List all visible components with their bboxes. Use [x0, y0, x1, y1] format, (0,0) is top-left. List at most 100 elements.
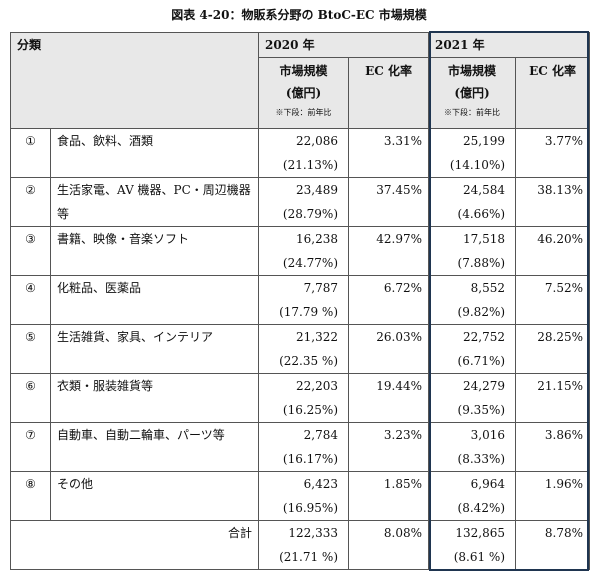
row-name: 生活家電、AV 機器、PC・周辺機器等 — [49, 177, 260, 227]
row-name: 食品、飲料、酒類 — [49, 128, 260, 178]
growth-value: (22.35 %) — [279, 354, 339, 368]
market-cell: 23,489 (28.79%) — [258, 177, 350, 227]
data-row: ④ 化粧品、医薬品 7,787 (17.79 %) 6.72% 8,552 (9.82%) 7… — [10, 275, 591, 325]
market-value: 24,584 — [463, 183, 506, 197]
ec-rate: 26.03% — [348, 324, 430, 374]
growth-value: (14.10%) — [449, 158, 506, 172]
growth-value: (8.33%) — [457, 452, 506, 466]
ec-label: EC 化率 — [529, 64, 576, 78]
market-cell: 3,016 (8.33%) — [428, 422, 517, 472]
note-label: ※下段：前年比 — [275, 108, 332, 117]
ec-rate: 7.52% — [515, 275, 591, 325]
market-value: 17,518 — [463, 232, 506, 246]
growth-value: (7.88%) — [457, 256, 506, 270]
market-cell: 6,964 (8.42%) — [428, 471, 517, 521]
market-label: 市場規模 — [448, 64, 497, 78]
row-number: ③ — [10, 226, 51, 276]
growth-value: (9.82%) — [457, 305, 506, 319]
growth-value: (28.79%) — [282, 207, 339, 221]
market-value: 25,199 — [463, 134, 506, 148]
ec-rate: 1.85% — [348, 471, 430, 521]
market-cell: 22,203 (16.25%) — [258, 373, 350, 423]
market-header: 市場規模 (億円) ※下段：前年比 — [258, 57, 350, 129]
market-value: 122,333 — [288, 526, 339, 540]
growth-value: (4.66%) — [457, 207, 506, 221]
row-number: ⑤ — [10, 324, 51, 374]
market-label: 市場規模 — [279, 64, 328, 78]
growth-value: (9.35%) — [457, 403, 506, 417]
row-name: 生活雑貨、家具、インテリア — [49, 324, 260, 374]
ec-rate: 8.78% — [515, 520, 591, 570]
unit-label: (億円) — [285, 86, 322, 100]
data-row: ⑤ 生活雑貨、家具、インテリア 21,322 (22.35 %) 26.03% 22,75… — [10, 324, 591, 374]
row-name: その他 — [49, 471, 260, 521]
market-cell: 22,086 (21.13%) — [258, 128, 350, 178]
growth-value: (24.77%) — [282, 256, 339, 270]
row-name: 化粧品、医薬品 — [49, 275, 260, 325]
market-cell: 24,279 (9.35%) — [428, 373, 517, 423]
market-value: 22,203 — [296, 379, 339, 393]
data-row: ⑧ その他 6,423 (16.95%) 1.85% 6,964 (8.42%) 1.96% — [10, 471, 591, 521]
growth-value: (16.25%) — [282, 403, 339, 417]
row-number: ⑥ — [10, 373, 51, 423]
ec-rate: 37.45% — [348, 177, 430, 227]
market-cell: 21,322 (22.35 %) — [258, 324, 350, 374]
total-row: 合計 122,333 (21.71 %) 8.08% 132,865 (8.61 %) 8.… — [9, 520, 591, 570]
total-label: 合計 — [9, 520, 260, 570]
ec-rate: 3.77% — [515, 128, 591, 178]
ec-rate: 42.97% — [348, 226, 430, 276]
market-value: 6,423 — [303, 477, 339, 491]
market-cell: 132,865 (8.61 %) — [428, 520, 517, 570]
market-value: 23,489 — [296, 183, 339, 197]
year-header: 2020 年 — [258, 32, 430, 58]
ec-rate: 38.13% — [515, 177, 591, 227]
market-value: 2,784 — [303, 428, 339, 442]
title: 図表 4-20：物販系分野の BtoC-EC 市場規模 — [171, 8, 427, 22]
ec-rate: 46.20% — [515, 226, 591, 276]
ec-rate: 3.23% — [348, 422, 430, 472]
data-row: ③ 書籍、映像・音楽ソフト 16,238 (24.77%) 42.97% 17,518 (7… — [10, 226, 591, 276]
market-cell: 122,333 (21.71 %) — [258, 520, 350, 570]
ec-label: EC 化率 — [365, 64, 412, 78]
ec-rate: 6.72% — [348, 275, 430, 325]
market-value: 22,752 — [463, 330, 506, 344]
ec-header: EC 化率 — [348, 57, 430, 129]
market-value: 24,279 — [463, 379, 506, 393]
row-name: 衣類・服装雑貨等 — [49, 373, 260, 423]
growth-value: (21.71 %) — [279, 550, 339, 564]
growth-value: (8.42%) — [457, 501, 506, 515]
market-header: 市場規模 (億円) ※下段：前年比 — [428, 57, 517, 129]
note-label: ※下段：前年比 — [444, 108, 501, 117]
market-cell: 2,784 (16.17%) — [258, 422, 350, 472]
header-row: 市場規模 (億円) ※下段：前年比 EC 化率 市場規模 (億円) ※下段：前年比 EC 化率 — [11, 57, 591, 129]
market-cell: 16,238 (24.77%) — [258, 226, 350, 276]
row-number: ④ — [10, 275, 51, 325]
market-value: 8,552 — [470, 281, 506, 295]
row-name: 書籍、映像・音楽ソフト — [49, 226, 260, 276]
header-row: 分類 2020 年 2021 年 — [9, 32, 591, 129]
market-table: 分類 2020 年 2021 年 市場規模 (億円) ※下段：前年比 EC 化率 市場規… — [9, 32, 591, 570]
ec-header: EC 化率 — [515, 57, 591, 129]
ec-rate: 1.96% — [515, 471, 591, 521]
data-row: ⑦ 自動車、自動二輪車、パーツ等 2,784 (16.17%) 3.23% 3,016 (8… — [10, 422, 591, 472]
growth-value: (21.13%) — [282, 158, 339, 172]
market-value: 132,865 — [455, 526, 506, 540]
market-cell: 8,552 (9.82%) — [428, 275, 517, 325]
year-header: 2021 年 — [428, 32, 591, 58]
market-cell: 22,752 (6.71%) — [428, 324, 517, 374]
market-cell: 25,199 (14.10%) — [428, 128, 517, 178]
growth-value: (6.71%) — [457, 354, 506, 368]
market-value: 6,964 — [470, 477, 506, 491]
row-name: 自動車、自動二輪車、パーツ等 — [49, 422, 260, 472]
unit-label: (億円) — [454, 86, 490, 100]
row-number: ② — [10, 177, 51, 227]
row-number: ① — [10, 128, 51, 178]
data-row: ② 生活家電、AV 機器、PC・周辺機器等 23,489 (28.79%) 37.45%… — [10, 177, 591, 227]
market-value: 16,238 — [296, 232, 339, 246]
row-number: ⑦ — [10, 422, 51, 472]
market-value: 22,086 — [296, 134, 339, 148]
category-header: 分類 — [9, 32, 260, 129]
market-value: 7,787 — [303, 281, 339, 295]
market-value: 3,016 — [470, 428, 506, 442]
